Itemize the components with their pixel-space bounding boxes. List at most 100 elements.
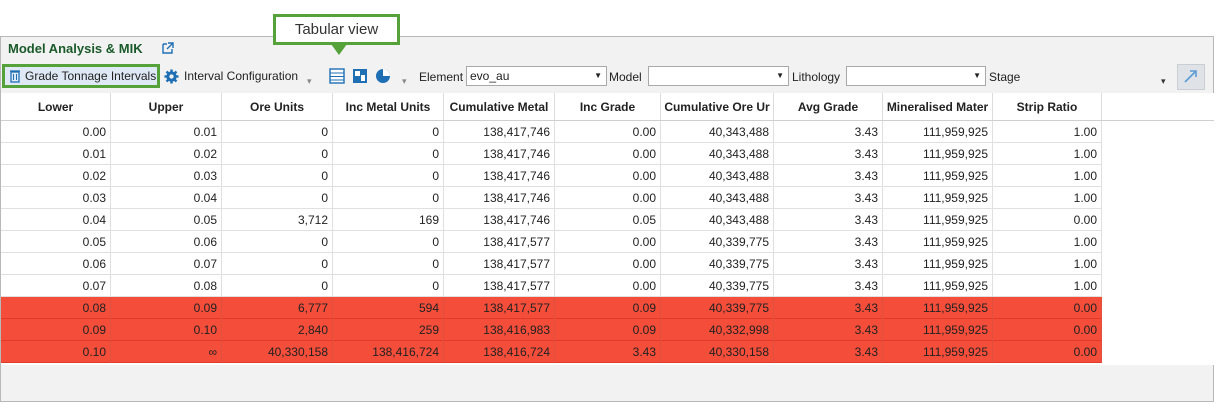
table-cell: 0.09 [111, 297, 222, 319]
grade-tonnage-intervals-button[interactable]: Grade Tonnage Intervals [2, 64, 160, 88]
table-cell: 111,959,925 [883, 143, 993, 165]
view-overflow-icon[interactable]: ▾ [402, 76, 407, 86]
table-row[interactable]: 0.02 0.03 0 0 138,417,746 0.00 40,343,488 3.43 1… [1, 165, 1102, 187]
table-row[interactable]: 0.10 ∞ 40,330,158 138,416,724 138,416,724 3.4… [1, 341, 1102, 363]
table-cell: 40,339,775 [661, 275, 774, 297]
table-row[interactable]: 0.06 0.07 0 0 138,417,577 0.00 40,339,775 3.43 1… [1, 253, 1102, 275]
lithology-select[interactable]: ▼ [846, 66, 986, 86]
external-link-icon[interactable] [161, 41, 175, 55]
table-cell: 1.00 [993, 231, 1102, 253]
table-cell: 6,777 [222, 297, 333, 319]
table-cell: 0.02 [1, 165, 111, 187]
table-row[interactable]: 0.03 0.04 0 0 138,417,746 0.00 40,343,488 3.43 1… [1, 187, 1102, 209]
expand-button[interactable] [1177, 64, 1205, 90]
interval-configuration-button[interactable]: Interval Configuration [164, 64, 298, 88]
table-cell: 138,417,577 [444, 275, 555, 297]
table-cell: 0.00 [993, 297, 1102, 319]
chart-view-icon[interactable] [350, 66, 370, 86]
table-cell: 3.43 [774, 341, 883, 363]
table-row[interactable]: 0.05 0.06 0 0 138,417,577 0.00 40,339,775 3.43 1… [1, 231, 1102, 253]
table-cell: 0.03 [111, 165, 222, 187]
table-cell: 138,417,577 [444, 253, 555, 275]
table-cell: 0.07 [1, 275, 111, 297]
table-cell: 0 [222, 253, 333, 275]
table-cell: 111,959,925 [883, 253, 993, 275]
table-cell: 0.05 [111, 209, 222, 231]
table-cell: 0 [333, 165, 444, 187]
table-view-icon[interactable] [327, 66, 347, 86]
table-cell: 0 [222, 231, 333, 253]
table-cell: 111,959,925 [883, 165, 993, 187]
column-header[interactable]: Mineralised Mater [883, 93, 993, 120]
table-cell: 0 [222, 165, 333, 187]
table-cell: 40,332,998 [661, 319, 774, 341]
table-row[interactable]: 0.01 0.02 0 0 138,417,746 0.00 40,343,488 3.43 1… [1, 143, 1102, 165]
column-header[interactable]: Inc Metal Units [333, 93, 444, 120]
pie-chart-icon[interactable] [373, 66, 393, 86]
table-cell: 0.05 [555, 209, 661, 231]
table-cell: 111,959,925 [883, 121, 993, 143]
table-cell: 0.04 [1, 209, 111, 231]
table-cell: 0 [333, 231, 444, 253]
table-cell: 594 [333, 297, 444, 319]
table-cell: 0 [222, 187, 333, 209]
table-cell: 138,416,983 [444, 319, 555, 341]
tabular-view-callout: Tabular view [273, 14, 400, 45]
element-select[interactable]: evo_au ▼ [466, 66, 607, 86]
column-header[interactable]: Upper [111, 93, 222, 120]
table-cell: 169 [333, 209, 444, 231]
table-cell: 0.10 [1, 341, 111, 363]
column-header[interactable]: Ore Units [222, 93, 333, 120]
table-cell: 0.08 [1, 297, 111, 319]
table-cell: 40,343,488 [661, 187, 774, 209]
table-cell: 0.00 [993, 319, 1102, 341]
table-row[interactable]: 0.07 0.08 0 0 138,417,577 0.00 40,339,775 3.43 1… [1, 275, 1102, 297]
table-cell: 40,339,775 [661, 253, 774, 275]
table-cell: 0.01 [111, 121, 222, 143]
table-row[interactable]: 0.04 0.05 3,712 169 138,417,746 0.05 40,343,48… [1, 209, 1102, 231]
table-cell: 3.43 [774, 121, 883, 143]
table-cell: 138,416,724 [333, 341, 444, 363]
panel-title: Model Analysis & MIK [8, 41, 143, 56]
column-header[interactable]: Cumulative Ore Ur [661, 93, 774, 120]
table-cell: 0.00 [555, 275, 661, 297]
column-header[interactable]: Cumulative Metal [444, 93, 555, 120]
table-cell: 138,416,724 [444, 341, 555, 363]
table-cell: 138,417,746 [444, 121, 555, 143]
table-cell: 0.09 [1, 319, 111, 341]
table-cell: 138,417,577 [444, 297, 555, 319]
column-header[interactable]: Strip Ratio [993, 93, 1102, 120]
table-cell: 111,959,925 [883, 231, 993, 253]
table-cell: 3.43 [555, 341, 661, 363]
table-cell: 3,712 [222, 209, 333, 231]
column-header[interactable]: Lower [1, 93, 111, 120]
toolbar-more-icon[interactable]: ▾ [1161, 76, 1166, 86]
table-cell: 0.00 [555, 121, 661, 143]
table-cell: 3.43 [774, 319, 883, 341]
model-select[interactable]: ▼ [648, 66, 789, 86]
table-cell: 0 [222, 143, 333, 165]
table-cell: 2,840 [222, 319, 333, 341]
table-cell: 1.00 [993, 165, 1102, 187]
column-header[interactable]: Avg Grade [774, 93, 883, 120]
toolbar-overflow-icon[interactable]: ▾ [307, 76, 312, 86]
gear-icon [164, 68, 179, 84]
table-cell: 0 [222, 275, 333, 297]
table-cell: 0.00 [555, 253, 661, 275]
table-cell: 111,959,925 [883, 209, 993, 231]
table-cell: 138,417,746 [444, 165, 555, 187]
table-cell: 3.43 [774, 143, 883, 165]
table-cell: 138,417,746 [444, 187, 555, 209]
element-select-value: evo_au [470, 69, 510, 83]
tonnage-table: Lower Upper Ore Units Inc Metal Units Cumula… [1, 93, 1214, 365]
chevron-down-icon: ▼ [594, 71, 602, 80]
column-header[interactable]: Inc Grade [555, 93, 661, 120]
table-cell: 0 [222, 121, 333, 143]
table-row[interactable]: 0.08 0.09 6,777 594 138,417,577 0.09 40,339,77… [1, 297, 1102, 319]
table-row[interactable]: 0.00 0.01 0 0 138,417,746 0.00 40,343,488 3.43 1… [1, 121, 1102, 143]
table-row[interactable]: 0.09 0.10 2,840 259 138,416,983 0.09 40,332,99… [1, 319, 1102, 341]
table-cell: 0.00 [1, 121, 111, 143]
table-cell: 0 [333, 253, 444, 275]
table-cell: 138,417,746 [444, 143, 555, 165]
table-cell: 1.00 [993, 253, 1102, 275]
